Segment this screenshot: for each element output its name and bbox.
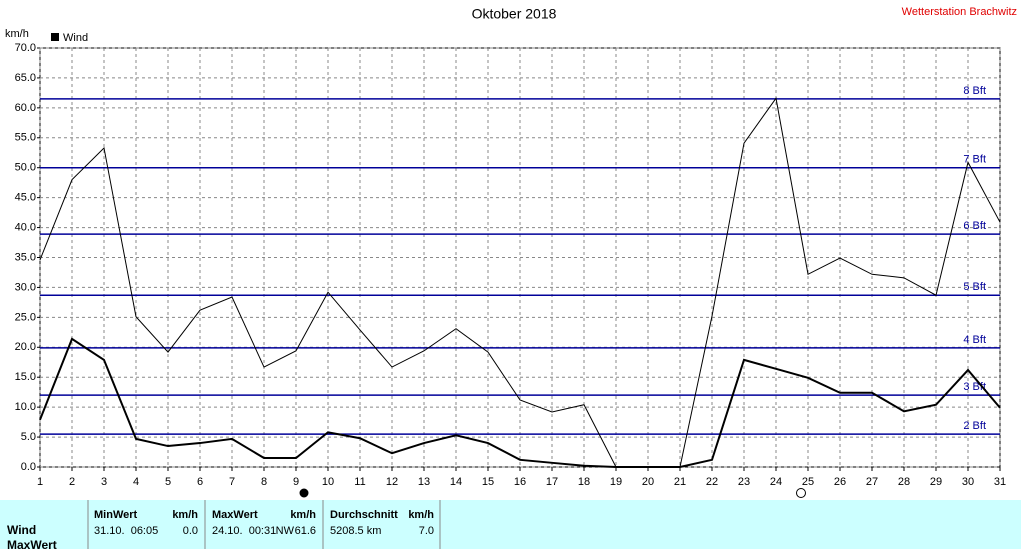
x-tick-label: 2 xyxy=(69,476,75,488)
beaufort-label: 7 Bft xyxy=(963,154,986,166)
table-cell: 0.0 xyxy=(183,525,198,537)
table-cell: 24.10. 00:31 xyxy=(212,525,276,537)
x-tick-label: 31 xyxy=(994,476,1006,488)
table-cell: 31.10. 06:05 xyxy=(94,525,158,537)
table-header: MinWert xyxy=(94,509,138,521)
x-tick-label: 7 xyxy=(229,476,235,488)
y-tick-label: 30.0 xyxy=(15,281,36,293)
y-tick-label: 45.0 xyxy=(15,192,36,204)
table-header: km/h xyxy=(408,509,434,521)
x-tick-label: 16 xyxy=(514,476,526,488)
x-tick-label: 24 xyxy=(770,476,782,488)
x-tick-label: 23 xyxy=(738,476,750,488)
x-tick-label: 9 xyxy=(293,476,299,488)
wind-line xyxy=(39,337,1001,468)
table-header: km/h xyxy=(172,509,198,521)
table: MinWert km/h MaxWert km/h Durchschnitt k… xyxy=(0,500,1021,549)
y-tick-label: 20.0 xyxy=(15,341,36,353)
beaufort-label: 2 Bft xyxy=(963,420,986,432)
y-tick-label: 65.0 xyxy=(15,72,36,84)
y-tick-label: 55.0 xyxy=(15,132,36,144)
y-tick-label: 40.0 xyxy=(15,221,36,233)
table-cell: 5208.5 km xyxy=(330,525,381,537)
moon-full xyxy=(299,488,309,498)
beaufort-label: 6 Bft xyxy=(963,220,986,232)
table-header: km/h xyxy=(290,509,316,521)
y-tick-label: 35.0 xyxy=(15,251,36,263)
x-tick-label: 30 xyxy=(962,476,974,488)
table-cell: 61.6 xyxy=(295,525,316,537)
table-bg xyxy=(0,500,1021,549)
x-tick-label: 6 xyxy=(197,476,203,488)
x-tick-label: 5 xyxy=(165,476,171,488)
x-tick-label: 28 xyxy=(898,476,910,488)
legend-label: Wind xyxy=(63,32,88,44)
x-tick-label: 15 xyxy=(482,476,494,488)
y-axis-label: km/h xyxy=(5,28,29,40)
beaufort-label: 5 Bft xyxy=(963,281,986,293)
beaufort-label: 8 Bft xyxy=(963,85,986,97)
y-tick-label: 25.0 xyxy=(15,311,36,323)
x-tick-label: 25 xyxy=(802,476,814,488)
row-label: Wind xyxy=(7,523,36,537)
x-tick-label: 8 xyxy=(261,476,267,488)
x-tick-label: 13 xyxy=(418,476,430,488)
x-tick-label: 3 xyxy=(101,476,107,488)
x-tick-label: 11 xyxy=(354,476,365,488)
x-tick-label: 26 xyxy=(834,476,846,488)
x-tick-label: 17 xyxy=(546,476,558,488)
y-tick-label: 50.0 xyxy=(15,162,36,174)
station-name: Wetterstation Brachwitz xyxy=(902,6,1017,18)
y-tick-label: 10.0 xyxy=(15,401,36,413)
wind-line xyxy=(39,97,1001,468)
chart-title: Oktober 2018 xyxy=(472,6,557,22)
x-tick-label: 14 xyxy=(450,476,462,488)
x-tick-label: 4 xyxy=(133,476,139,488)
y-tick-label: 5.0 xyxy=(21,431,36,443)
beaufort-label: 4 Bft xyxy=(963,334,986,346)
row-label: MaxWert xyxy=(7,538,57,549)
table-cell: NW xyxy=(276,525,295,537)
y-tick-label: 15.0 xyxy=(15,371,36,383)
x-tick-label: 20 xyxy=(642,476,654,488)
x-tick-label: 18 xyxy=(578,476,590,488)
table-header: Durchschnitt xyxy=(330,509,398,521)
y-tick-label: 0.0 xyxy=(21,461,36,473)
moon-new xyxy=(796,488,806,498)
x-tick-label: 19 xyxy=(610,476,622,488)
x-tick-label: 1 xyxy=(37,476,43,488)
table-cell: 7.0 xyxy=(419,525,434,537)
x-tick-label: 12 xyxy=(386,476,398,488)
x-tick-label: 29 xyxy=(930,476,942,488)
x-tick-label: 22 xyxy=(706,476,718,488)
y-tick-label: 70.0 xyxy=(15,42,36,54)
legend-swatch xyxy=(51,33,59,41)
y-tick-label: 60.0 xyxy=(15,102,36,114)
table-header: MaxWert xyxy=(212,509,258,521)
x-tick-label: 21 xyxy=(674,476,686,488)
x-tick-label: 10 xyxy=(322,476,334,488)
x-tick-label: 27 xyxy=(866,476,878,488)
